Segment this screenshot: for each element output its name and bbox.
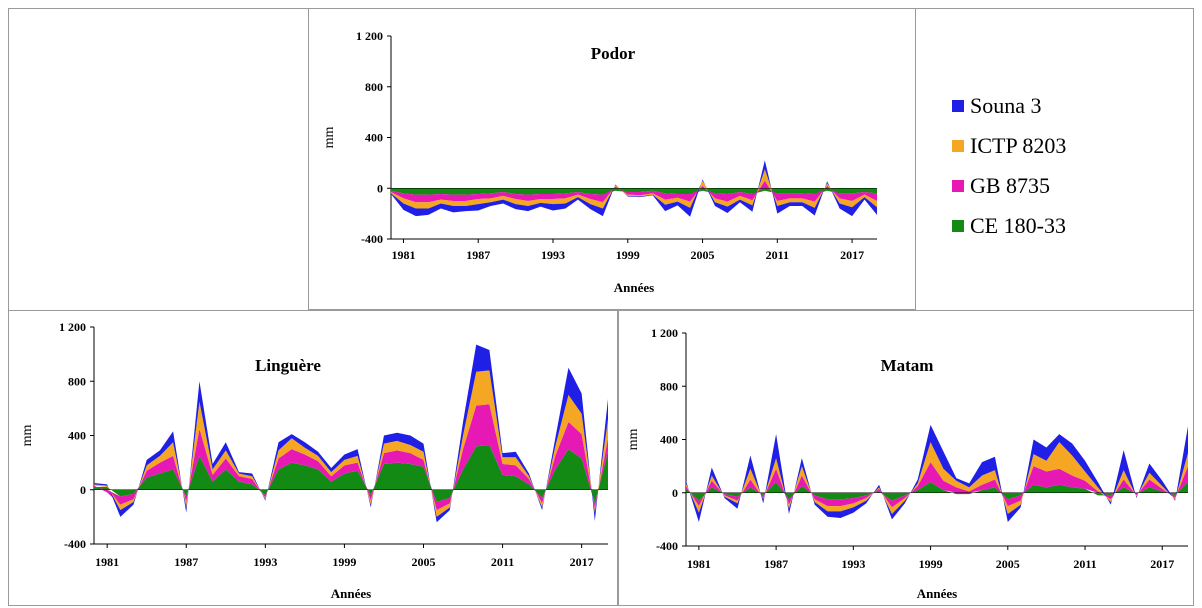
- legend-item: CE 180-33: [952, 208, 1172, 244]
- x-tick-label: 2017: [1150, 557, 1174, 571]
- x-tick-label: 1981: [687, 557, 711, 571]
- y-tick-label: 800: [365, 80, 383, 94]
- legend-item: Souna 3: [952, 88, 1172, 124]
- legend-swatch: [952, 220, 964, 232]
- x-axis-label: Années: [331, 586, 371, 601]
- legend-swatch: [952, 140, 964, 152]
- x-tick-label: 2005: [411, 555, 435, 569]
- x-axis-label: Années: [614, 280, 654, 295]
- chart-title: Podor: [591, 44, 636, 63]
- y-tick-label: 800: [660, 379, 678, 393]
- x-tick-label: 1987: [764, 557, 788, 571]
- legend-swatch: [952, 180, 964, 192]
- area-series: [94, 444, 608, 504]
- x-tick-label: 2011: [1073, 557, 1096, 571]
- area-series: [686, 482, 1188, 501]
- x-tick-label: 1993: [253, 555, 277, 569]
- y-tick-label: 0: [80, 483, 86, 497]
- legend-label: CE 180-33: [970, 213, 1066, 238]
- chart-podor: 1 200 800 400 0 -400 1981 1987 1993 1999 2005 2011…: [322, 29, 877, 295]
- legend-label: ICTP 8203: [970, 133, 1067, 158]
- x-tick-label: 1999: [332, 555, 356, 569]
- area-series: [391, 180, 877, 203]
- y-axis-label: mm: [322, 127, 337, 149]
- y-tick-label: 1 200: [651, 326, 678, 340]
- chart-title: Matam: [881, 356, 934, 375]
- area-series: [94, 404, 608, 511]
- x-axis-label: Années: [917, 586, 957, 601]
- panel-linguere: 1 200 800 400 0 -400 1981 1987 1993 1999 2005 2011…: [8, 310, 618, 606]
- x-tick-label: 1981: [95, 555, 119, 569]
- y-axis-label: mm: [626, 429, 641, 451]
- y-tick-label: 0: [377, 181, 383, 195]
- y-tick-label: 1 200: [356, 29, 383, 43]
- chart-title: Linguère: [255, 356, 321, 375]
- legend-item: ICTP 8203: [952, 128, 1172, 164]
- area-series: [686, 442, 1188, 515]
- legend-label: GB 8735: [970, 173, 1051, 198]
- y-tick-label: 400: [365, 131, 383, 145]
- y-tick-label: -400: [64, 537, 86, 551]
- y-tick-label: -400: [656, 539, 678, 553]
- x-tick-label: 2011: [491, 555, 514, 569]
- legend-item: GB 8735: [952, 168, 1172, 204]
- legend: Souna 3 ICTP 8203 GB 8735 CE 180-33: [952, 88, 1172, 248]
- x-tick-label: 2005: [996, 557, 1020, 571]
- area-series: [94, 344, 608, 523]
- area-series: [686, 462, 1188, 508]
- y-tick-label: 800: [68, 374, 86, 388]
- x-tick-label: 1993: [841, 557, 865, 571]
- legend-swatch: [952, 100, 964, 112]
- x-tick-label: 1999: [919, 557, 943, 571]
- area-series: [391, 169, 877, 209]
- y-tick-label: 0: [672, 486, 678, 500]
- x-tick-label: 2011: [766, 248, 789, 262]
- x-tick-label: 1999: [616, 248, 640, 262]
- x-tick-label: 2017: [840, 248, 864, 262]
- panel-podor: 1 200 800 400 0 -400 1981 1987 1993 1999 2005 2011…: [308, 8, 916, 310]
- area-series: [686, 424, 1188, 523]
- x-tick-label: 1987: [466, 248, 490, 262]
- x-tick-label: 1981: [391, 248, 415, 262]
- y-tick-label: -400: [361, 232, 383, 246]
- legend-label: Souna 3: [970, 93, 1042, 118]
- x-tick-label: 1987: [174, 555, 198, 569]
- x-tick-label: 2005: [691, 248, 715, 262]
- chart-matam: 1 200 800 400 0 -400 1981 1987 1993 1999 2005 2011…: [626, 326, 1188, 601]
- y-tick-label: 1 200: [59, 320, 86, 334]
- y-axis-label: mm: [20, 425, 35, 447]
- y-tick-label: 400: [68, 429, 86, 443]
- y-tick-label: 400: [660, 433, 678, 447]
- x-tick-label: 2017: [570, 555, 594, 569]
- panel-matam: 1 200 800 400 0 -400 1981 1987 1993 1999 2005 2011…: [618, 310, 1194, 606]
- chart-linguere: 1 200 800 400 0 -400 1981 1987 1993 1999 2005 2011…: [20, 320, 608, 601]
- x-tick-label: 1993: [541, 248, 565, 262]
